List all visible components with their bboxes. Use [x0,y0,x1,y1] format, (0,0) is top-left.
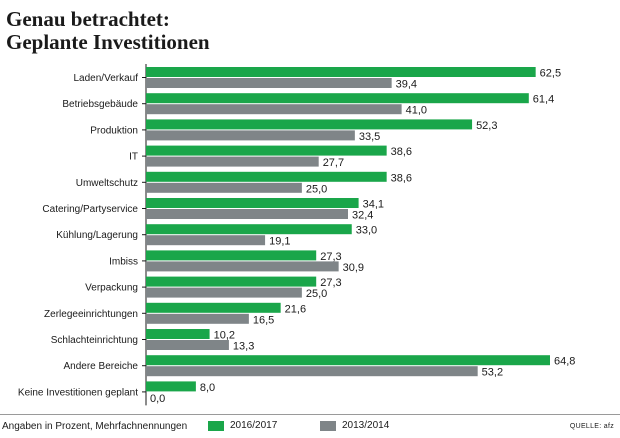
bar-series-1-zerlegeeinrichtungen [146,302,281,313]
data-label-series-2-schlachteinrichtung: 13,3 [233,341,254,353]
bar-series-2-verpackung [146,287,302,298]
data-label-series-2-it: 27,7 [323,157,344,169]
legend-item-series-1: 2016/2017 [208,420,277,431]
bar-series-2-laden-verkauf [146,78,392,88]
data-label-series-1-catering-partyservice: 34,1 [363,199,384,211]
bar-series-1-keine-investitionen-geplant [146,381,196,392]
bar-series-2-schlachteinrichtung [146,340,229,350]
legend-swatch-series-1 [208,420,224,431]
data-label-series-1-imbiss: 27,3 [320,251,341,263]
data-label-series-1-keine-investitionen-geplant: 8,0 [200,382,215,394]
data-label-series-1-andere-bereiche: 64,8 [554,356,575,368]
category-label-betriebsgebäude: Betriebsgebäude [62,99,138,110]
bar-series-1-laden-verkauf [146,67,536,77]
data-label-series-2-betriebsgebäude: 41,0 [406,105,427,117]
bar-series-2-imbiss [146,261,339,272]
bar-series-1-kühlung-lagerung [146,224,352,235]
category-label-umweltschutz: Umweltschutz [76,178,138,189]
bar-series-1-verpackung [146,276,317,287]
data-label-series-1-betriebsgebäude: 61,4 [533,94,554,106]
data-label-series-1-it: 38,6 [391,146,412,158]
category-label-kühlung-lagerung: Kühlung/Lagerung [56,230,138,241]
bar-series-2-kühlung-lagerung [146,235,266,246]
chart-title: Genau betrachtet: Geplante Investitionen [6,8,210,54]
data-label-series-2-umweltschutz: 25,0 [306,183,327,195]
bar-series-2-betriebsgebäude [146,104,402,115]
source-note: QUELLE: afz [569,423,614,430]
legend-label-series-1: 2016/2017 [230,420,278,431]
bar-series-1-andere-bereiche [146,355,550,366]
data-label-series-2-produktion: 33,5 [359,131,380,143]
bar-series-2-it [146,156,319,167]
data-label-series-2-keine-investitionen-geplant: 0,0 [150,393,165,405]
data-label-series-1-schlachteinrichtung: 10,2 [214,330,235,342]
bar-series-1-betriebsgebäude [146,93,529,104]
legend-swatch-series-2 [320,420,336,431]
data-label-series-1-zerlegeeinrichtungen: 21,6 [285,303,306,315]
chart-title-line-1: Genau betrachtet: [6,7,170,31]
chart-footer: Angaben in Prozent, Mehrfachnennungen 20… [0,420,620,436]
bar-series-1-it [146,145,387,156]
bar-series-2-zerlegeeinrichtungen [146,313,249,324]
category-label-produktion: Produktion [90,125,138,136]
category-label-zerlegeeinrichtungen: Zerlegeeinrichtungen [44,309,138,320]
footer-divider [0,414,620,415]
footer-note: Angaben in Prozent, Mehrfachnennungen [2,421,188,432]
bar-series-2-produktion [146,130,355,141]
category-label-imbiss: Imbiss [109,256,138,267]
bar-series-1-produktion [146,119,473,130]
bar-series-1-umweltschutz [146,171,387,182]
bar-series-2-andere-bereiche [146,366,478,377]
data-label-series-2-zerlegeeinrichtungen: 16,5 [253,314,274,326]
data-label-series-2-kühlung-lagerung: 19,1 [269,236,290,248]
category-label-verpackung: Verpackung [85,283,138,294]
data-label-series-2-imbiss: 30,9 [343,262,364,274]
bar-chart: Laden/Verkauf 62,5 39,4 Betriebsgebäude 61,4… [18,64,575,406]
data-label-series-2-catering-partyservice: 32,4 [352,210,373,222]
legend-label-series-2: 2013/2014 [342,420,390,431]
data-label-series-1-produktion: 52,3 [476,120,497,132]
data-label-series-2-laden-verkauf: 39,4 [396,79,417,91]
data-label-series-1-kühlung-lagerung: 33,0 [356,225,377,237]
category-label-it: IT [129,152,138,163]
bar-series-1-imbiss [146,250,317,261]
chart-title-line-2: Geplante Investitionen [6,30,210,54]
data-label-series-2-andere-bereiche: 53,2 [482,367,503,379]
category-label-andere-bereiche: Andere Bereiche [64,361,139,372]
bar-series-2-umweltschutz [146,182,302,193]
data-label-series-1-laden-verkauf: 62,5 [540,68,561,80]
data-label-series-2-verpackung: 25,0 [306,288,327,300]
bar-series-1-schlachteinrichtung [146,329,210,339]
data-label-series-1-verpackung: 27,3 [320,277,341,289]
category-label-catering-partyservice: Catering/Partyservice [42,204,138,215]
category-label-schlachteinrichtung: Schlachteinrichtung [51,335,138,346]
category-label-laden-verkauf: Laden/Verkauf [74,73,139,84]
category-label-keine-investitionen-geplant: Keine Investitionen geplant [18,387,138,398]
bar-series-1-catering-partyservice [146,198,359,208]
legend-item-series-2: 2013/2014 [320,420,389,431]
data-label-series-1-umweltschutz: 38,6 [391,172,412,184]
bar-series-2-catering-partyservice [146,209,348,219]
